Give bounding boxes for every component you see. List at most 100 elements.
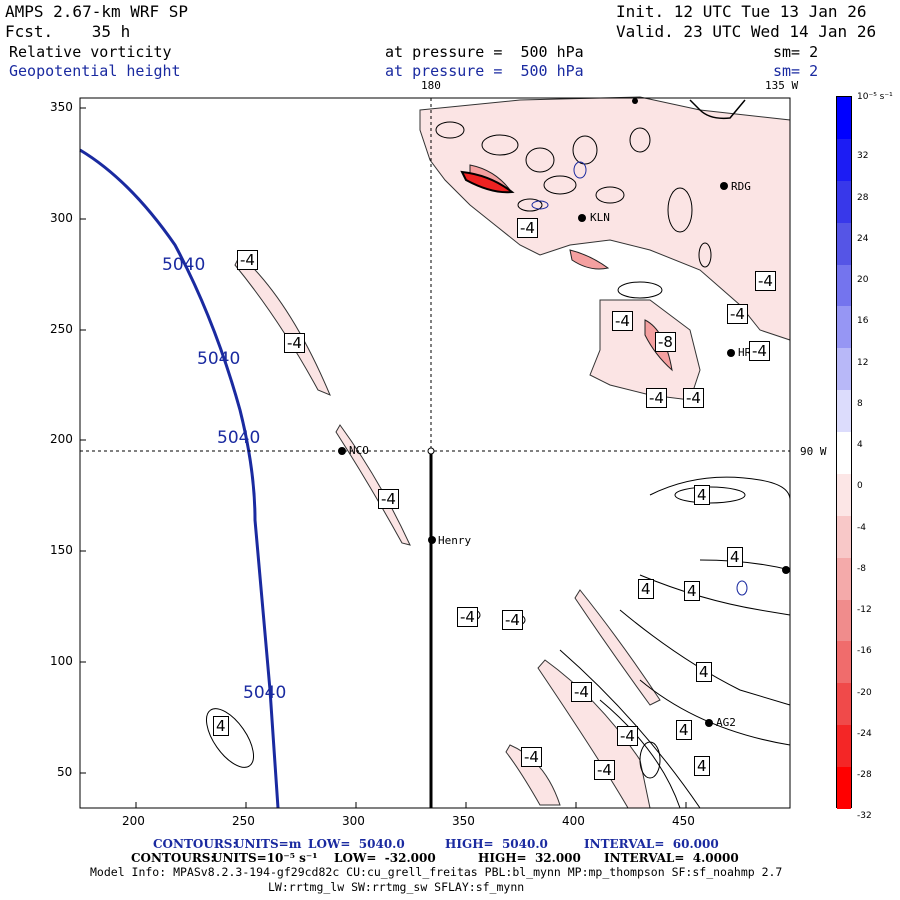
station-hrc-label: HRC (738, 346, 758, 359)
vort-pos-contour-3 (639, 574, 791, 616)
vort-label-neg-7: -4 (612, 311, 633, 331)
vort-label-pos-5: 4 (696, 662, 712, 682)
y-tick-350: 350 (50, 100, 73, 114)
station-ag2-label: AG2 (716, 716, 736, 729)
vort-label-pos-6: 4 (676, 720, 692, 740)
height-label-4: 5040 (243, 683, 287, 703)
colorbar-label: 16 (857, 316, 869, 327)
colorbar-label: -24 (857, 728, 872, 739)
field2-smoothing: sm= 2 (773, 62, 819, 80)
colorbar-label: -8 (857, 563, 866, 574)
valid-time: Valid. 23 UTC Wed 14 Jan 26 (616, 22, 877, 41)
forecast-hour: Fcst. 35 h (5, 22, 131, 41)
vort-pos-contour-1 (649, 476, 791, 501)
colorbar-label: -4 (857, 522, 866, 533)
colorbar-segment (837, 725, 851, 768)
y-tick-250: 250 (50, 322, 73, 336)
colorbar-segment (837, 222, 851, 266)
geopotential-contour-5040 (79, 148, 280, 809)
height-label-3: 5040 (217, 428, 261, 448)
vort-pos-contour-6 (559, 649, 701, 809)
coastline (689, 99, 746, 120)
height-label-1: 5040 (162, 255, 206, 275)
lon-label-90w: 90 W (800, 445, 827, 458)
vort-contour-7 (629, 127, 651, 153)
vort-label-neg-3: -4 (378, 489, 399, 509)
vort-label-pos-8: 4 (213, 716, 229, 736)
colorbar-label: 28 (857, 192, 869, 203)
vort-streak-2 (335, 424, 411, 546)
vort-contour-8 (667, 187, 693, 233)
colorbar-label: 4 (857, 440, 863, 451)
colorbar-segment (837, 473, 851, 517)
vort-label-neg-5: -4 (755, 271, 776, 291)
colorbar-unit: 10⁻⁵ s⁻¹ (857, 92, 893, 102)
footer-model-info-2: LW:rrtmg_lw SW:rrtmg_sw SFLAY:sf_mynn (268, 880, 525, 894)
station-kln-dot (578, 214, 586, 222)
vort-core-1 (569, 249, 610, 270)
lon-label-180: 180 (421, 79, 441, 92)
colorbar-segment (837, 138, 851, 182)
station-henry-label: Henry (438, 534, 472, 547)
y-tick-50: 50 (57, 765, 73, 779)
footer-vort-high: HIGH= 32.000 (478, 851, 581, 865)
colorbar-segment (837, 557, 851, 601)
x-tick-300: 300 (342, 814, 365, 828)
colorbar-segment (837, 767, 851, 810)
vort-streak-1 (234, 254, 331, 396)
vort-label-pos-3: 4 (638, 579, 654, 599)
vort-blue-1 (531, 200, 549, 210)
vort-contour-12 (674, 486, 746, 504)
colorbar-segment (837, 180, 851, 224)
x-tick-400: 400 (562, 814, 585, 828)
vort-label-neg-11: -4 (457, 607, 478, 627)
station-kln-label: KLN (590, 211, 610, 224)
vort-contour-13 (206, 708, 254, 768)
vort-label-neg-9: -4 (646, 388, 667, 408)
field2-name: Geopotential height (9, 62, 181, 80)
colorbar-label: 24 (857, 233, 869, 244)
colorbar-label: 8 (857, 398, 863, 409)
colorbar-label: 0 (857, 481, 863, 492)
init-time: Init. 12 UTC Tue 13 Jan 26 (616, 2, 867, 21)
station-top-dot (632, 98, 638, 104)
vorticity-blue-contours (531, 161, 748, 596)
axis-ticks (80, 107, 687, 808)
vort-label-neg-10: -4 (683, 388, 704, 408)
station-rdg-dot (720, 182, 728, 190)
vort-contour-1 (435, 121, 465, 139)
y-tick-150: 150 (50, 543, 73, 557)
vort-contour-6 (595, 186, 625, 204)
station-henry-dot (428, 536, 436, 544)
colorbar-segment (837, 515, 851, 559)
height-label-2: 5040 (197, 349, 241, 369)
vort-contour-16 (639, 741, 661, 779)
field1-level: at pressure = 500 hPa (385, 43, 584, 61)
footer-height-interval: INTERVAL= 60.000 (584, 837, 719, 851)
field1-smoothing: sm= 2 (773, 43, 819, 61)
vort-label-neg-2: -4 (284, 333, 305, 353)
section-origin (427, 447, 435, 455)
colorbar-segment (837, 348, 851, 391)
y-tick-100: 100 (50, 654, 73, 668)
x-tick-250: 250 (232, 814, 255, 828)
vort-label-neg-16: -4 (594, 760, 615, 780)
vort-area-e (589, 299, 701, 401)
vort-label-pos-4: 4 (684, 581, 700, 601)
colorbar-label: 32 (857, 151, 869, 162)
colorbar-label: -32 (857, 811, 872, 822)
vort-label-neg-12: -4 (502, 610, 523, 630)
footer-vort-interval: INTERVAL= 4.0000 (604, 851, 739, 865)
footer-height-units: UNITS=m (234, 837, 302, 851)
footer-height-high: HIGH= 5040.0 (445, 837, 548, 851)
colorbar-segment (837, 683, 851, 726)
station-rdg-label: RDG (731, 180, 751, 193)
vort-label-neg-6: -4 (727, 304, 748, 324)
colorbar-label: -28 (857, 770, 872, 781)
vort-blue-3 (736, 580, 748, 596)
station-hrc-dot (727, 349, 735, 357)
colorbar-segment (837, 599, 851, 642)
vort-label-neg-4: -4 (517, 218, 538, 238)
vorticity-shading (234, 96, 791, 809)
